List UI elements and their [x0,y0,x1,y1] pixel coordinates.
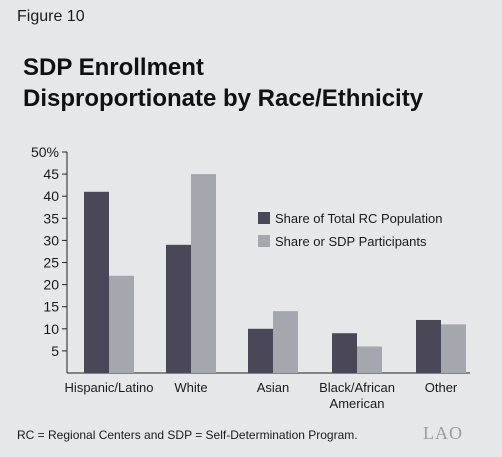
legend-label: Share or SDP Participants [275,234,427,249]
bar [357,346,382,373]
bar [191,174,216,373]
x-tick-label: Asian [257,380,290,395]
bar [166,244,191,373]
legend-swatch [258,235,270,247]
x-tick-label: Other [425,380,458,395]
x-tick-label: Hispanic/Latino [65,380,154,395]
x-tick-label: Black/African [319,380,395,395]
lao-logo: LAO [423,423,463,443]
y-tick-label: 35 [43,210,59,226]
legend-swatch [258,212,270,224]
y-tick-label: 40 [43,188,59,204]
bar [84,191,109,373]
y-tick-label: 30 [43,232,59,248]
y-tick-label: 15 [43,299,59,315]
bar [273,311,298,373]
y-tick-label: 20 [43,277,59,293]
y-tick-label: 5 [51,343,59,359]
footnote: RC = Regional Centers and SDP = Self-Det… [17,428,358,442]
bar [248,328,273,373]
x-tick-label: American [330,396,385,411]
y-tick-label: 10 [43,321,59,337]
figure-label: Figure 10 [17,8,85,25]
legend-label: Share of Total RC Population [275,211,442,226]
chart-title: SDP Enrollment Disproportionate by Race/… [23,52,423,114]
bar [332,333,357,373]
bar [109,275,134,373]
y-tick-label: 25 [43,255,59,271]
bar [416,319,441,373]
chart-title-line-1: SDP Enrollment [23,54,204,81]
y-tick-label: 45 [43,166,59,182]
x-tick-label: White [174,380,207,395]
bar [441,324,466,373]
chart-title-line-2: Disproportionate by Race/Ethnicity [23,85,424,112]
y-tick-label: 50% [31,144,59,160]
